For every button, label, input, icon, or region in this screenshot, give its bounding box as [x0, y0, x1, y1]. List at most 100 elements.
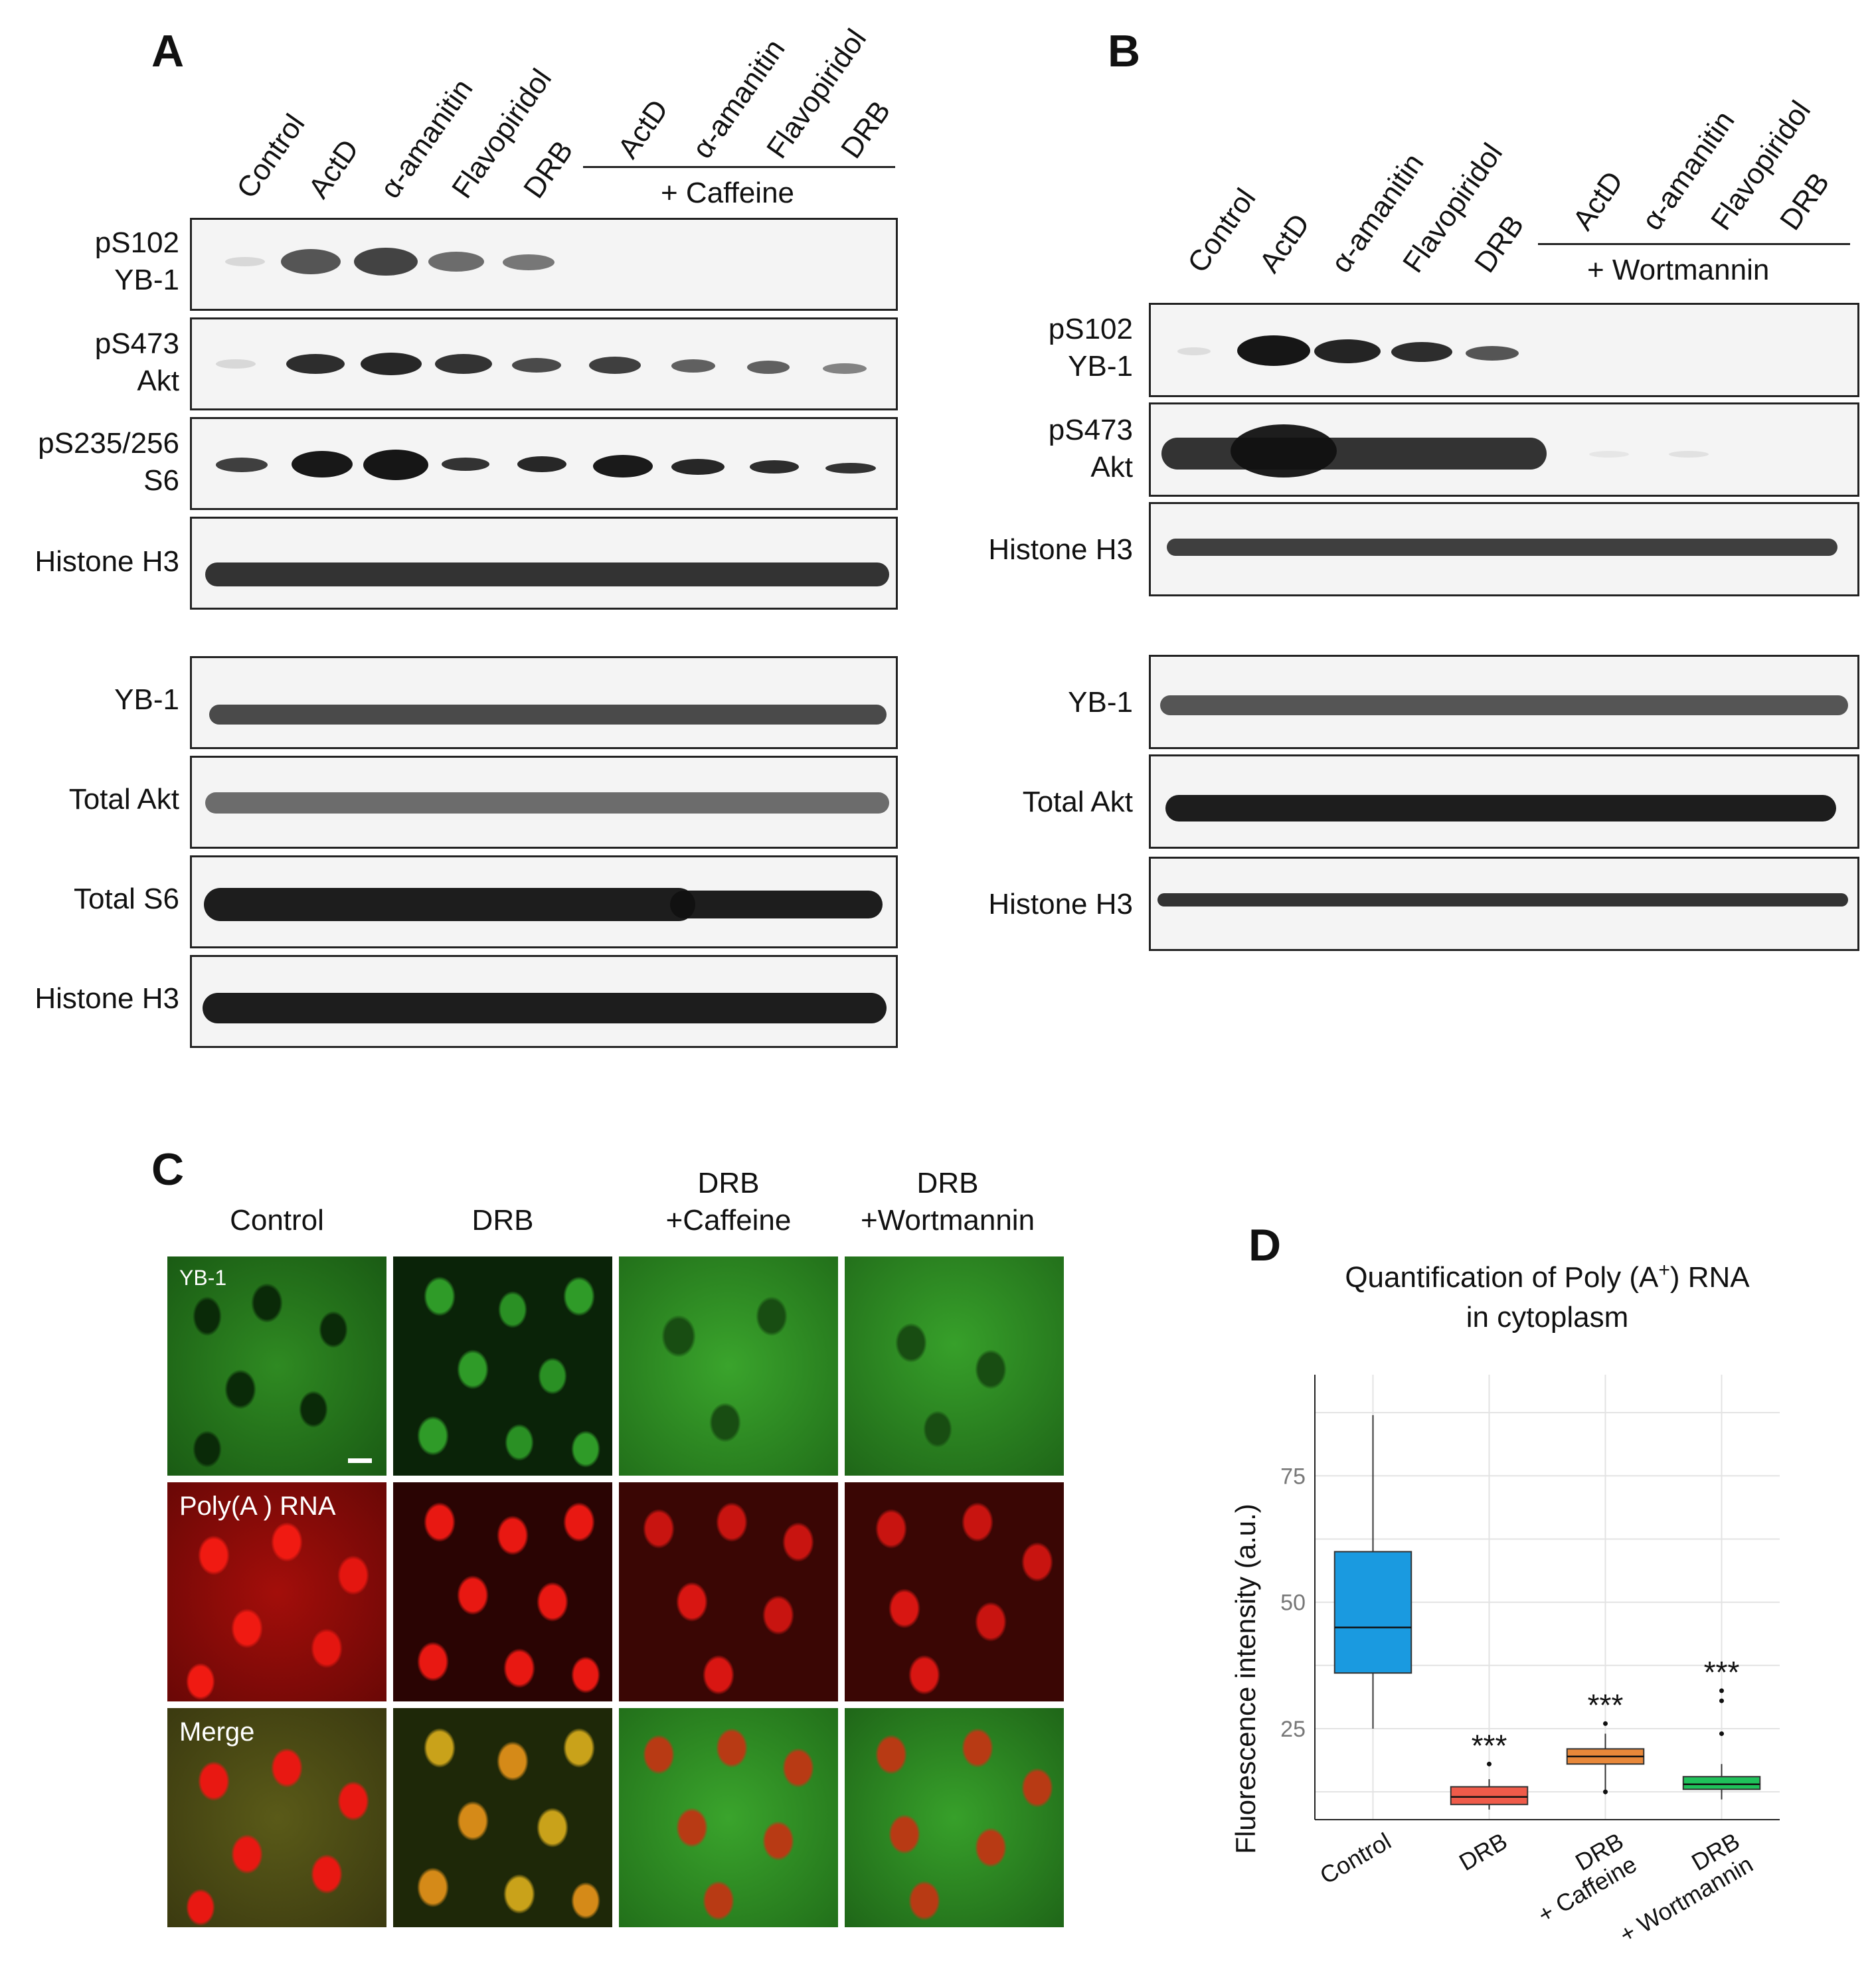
row-label: pS102 YB-1: [1048, 313, 1133, 383]
wortmannin-group-line: [1538, 243, 1850, 245]
blot-histone-h3-bottom: [190, 955, 898, 1048]
row-label: Total S6: [74, 883, 179, 915]
blot-b-histone-h3-bottom: [1149, 857, 1859, 951]
blot-b-yb1: [1149, 655, 1859, 749]
outlier-point: [1719, 1698, 1724, 1703]
significance-label: ***: [1588, 1687, 1624, 1722]
x-ticks: Control DRB DRB+ Caffeine DRB+ Wortmannin: [1315, 1827, 1757, 1948]
lane-label: DRB: [835, 95, 897, 165]
micrograph-yb1-drb: [393, 1256, 612, 1476]
blot-total-akt: [190, 756, 898, 849]
panel-b-letter: B: [1108, 26, 1141, 76]
x-tick-label: DRB+ Caffeine: [1533, 1827, 1642, 1928]
box: ***: [1450, 1728, 1529, 1810]
outlier-point: [1487, 1761, 1492, 1767]
blot-b-pS102-yb1: [1149, 303, 1859, 397]
blot-b-pS473-akt: [1149, 402, 1859, 497]
y-ticks: 25 50 75: [1280, 1464, 1306, 1742]
scale-bar: [348, 1458, 372, 1463]
blot-pS102-yb1: [190, 218, 898, 311]
blot-yb1: [190, 656, 898, 749]
blot-b-histone-h3-top: [1149, 502, 1859, 596]
row-label: pS102 YB-1: [94, 226, 179, 296]
wortmannin-group-label: + Wortmannin: [1587, 254, 1770, 286]
micrograph-polya-drb-wortmannin: [845, 1482, 1064, 1701]
micrograph-polya-drb: [393, 1482, 612, 1701]
box-body: [1333, 1551, 1412, 1674]
x-tick-label: DRB+ Wortmannin: [1615, 1827, 1758, 1948]
caffeine-group-line: [583, 166, 895, 168]
micrograph-yb1-drb-caffeine: [619, 1256, 838, 1476]
blot-histone-h3-top: [190, 517, 898, 610]
row-label: Histone H3: [35, 982, 179, 1015]
micrograph-yb1-control: YB-1: [167, 1256, 386, 1476]
lane-label: DRB: [517, 135, 580, 205]
box: [1333, 1415, 1412, 1729]
svg-text:+ Wortmannin: + Wortmannin: [1615, 1850, 1758, 1948]
blot-pS235-s6: [190, 417, 898, 510]
x-tick-label: Control: [1315, 1827, 1395, 1889]
column-header: DRB +Wortmannin: [860, 1167, 1035, 1237]
row-label: Histone H3: [988, 533, 1133, 566]
y-tick-label: 50: [1280, 1591, 1306, 1616]
significance-label: ***: [1472, 1728, 1507, 1763]
row-label: pS473 Akt: [1048, 414, 1133, 483]
svg-text:DRB: DRB: [1454, 1827, 1511, 1876]
micrograph-yb1-drb-wortmannin: [845, 1256, 1064, 1476]
micrograph-row-label: YB-1: [179, 1266, 227, 1290]
column-header: DRB +Caffeine: [665, 1167, 792, 1237]
svg-text:in cytoplasm: in cytoplasm: [1466, 1301, 1629, 1334]
column-header: Control: [230, 1204, 324, 1237]
micrograph-merge-drb-caffeine: [619, 1708, 838, 1927]
blot-pS473-akt: [190, 317, 898, 410]
outlier-point: [1719, 1688, 1724, 1693]
lane-label: ActD: [612, 94, 675, 165]
blot-total-s6: [190, 855, 898, 948]
boxplot-chart: Quantification of Poly (A+) RNA in cytop…: [1230, 1259, 1780, 1948]
row-label: YB-1: [114, 683, 179, 716]
micrograph-row-label: Poly(A ) RNA: [179, 1492, 336, 1521]
row-label: Total Akt: [68, 783, 179, 816]
micrograph-merge-drb-wortmannin: [845, 1708, 1064, 1927]
row-label: Total Akt: [1022, 786, 1133, 818]
micrograph-merge-drb: [393, 1708, 612, 1927]
y-axis-label: Fluorescence intensity (a.u.): [1230, 1504, 1261, 1854]
outlier-point: [1603, 1789, 1608, 1794]
lane-label: DRB: [1774, 167, 1836, 236]
row-label: pS473 Akt: [94, 327, 179, 397]
lane-label: Control: [230, 108, 311, 205]
row-label: Histone H3: [35, 545, 179, 578]
panel-c-letter: C: [151, 1144, 185, 1195]
row-label: pS235/256 S6: [38, 427, 179, 497]
box: ***: [1682, 1655, 1761, 1800]
svg-text:Quantification of Poly (A+) RN: Quantification of Poly (A+) RNA: [1345, 1259, 1750, 1294]
y-tick-label: 25: [1280, 1717, 1306, 1742]
panel-d-letter: D: [1248, 1220, 1282, 1270]
micrograph-merge-control: Merge: [167, 1708, 386, 1927]
outlier-point: [1603, 1721, 1608, 1726]
lane-label: ActD: [302, 133, 365, 205]
caffeine-group-label: + Caffeine: [661, 177, 795, 209]
chart-title: Quantification of Poly (A+) RNA in cytop…: [1345, 1259, 1750, 1334]
row-label: YB-1: [1068, 686, 1133, 719]
lane-label: ActD: [1567, 165, 1630, 236]
box-body: [1450, 1786, 1529, 1806]
box: ***: [1566, 1687, 1645, 1794]
svg-text:Control: Control: [1315, 1827, 1395, 1889]
y-tick-label: 75: [1280, 1464, 1306, 1489]
lane-label: Control: [1181, 183, 1262, 279]
panel-a-letter: A: [151, 26, 185, 76]
micrograph-polya-drb-caffeine: [619, 1482, 838, 1701]
column-header: DRB: [471, 1204, 534, 1237]
row-label: Histone H3: [988, 888, 1133, 920]
plot-boxes: *** *** ***: [1333, 1415, 1761, 1810]
micrograph-row-label: Merge: [179, 1717, 255, 1747]
blot-b-total-akt: [1149, 754, 1859, 849]
lane-label: DRB: [1468, 209, 1531, 279]
x-tick-label: DRB: [1454, 1827, 1511, 1876]
outlier-point: [1719, 1731, 1724, 1737]
micrograph-polya-control: Poly(A ) RNA: [167, 1482, 386, 1701]
box-body: [1682, 1776, 1761, 1790]
significance-label: ***: [1704, 1655, 1740, 1689]
lane-label: ActD: [1253, 208, 1316, 279]
